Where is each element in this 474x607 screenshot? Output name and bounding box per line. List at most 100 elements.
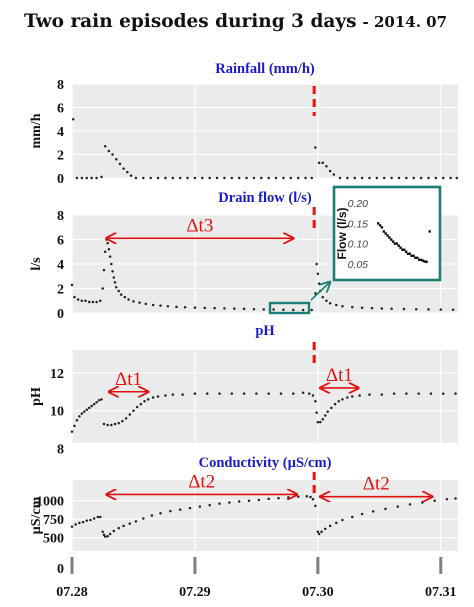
data-point [198, 505, 202, 508]
data-point [223, 307, 226, 310]
inset-data-point [410, 254, 413, 257]
data-point [351, 395, 354, 398]
inset-data-point [414, 256, 417, 260]
inset-y-tick-label: 0.15 [348, 218, 369, 230]
data-point [252, 307, 256, 311]
data-point [390, 307, 393, 310]
data-point [441, 392, 445, 395]
data-point [150, 514, 154, 517]
x-tick-label: 07.30 [302, 585, 334, 600]
inset-data-point [406, 252, 410, 255]
data-point [171, 176, 175, 180]
data-point [454, 497, 457, 500]
data-point [119, 293, 123, 296]
y-tick-label: 750 [43, 513, 64, 528]
svg-text:Two rain episodes during 3 day: Two rain episodes during 3 days - 2014. 0… [24, 11, 447, 32]
data-point [107, 248, 111, 251]
inset-frame [332, 185, 442, 282]
data-point [328, 301, 332, 305]
data-point [117, 526, 120, 530]
y-tick-label: 500 [43, 532, 64, 547]
inset-data-point [386, 234, 389, 237]
data-point [455, 176, 459, 180]
data-point [75, 176, 79, 180]
data-point [325, 299, 328, 302]
data-point [215, 176, 219, 180]
data-point [427, 176, 430, 180]
data-point [107, 149, 111, 153]
inset-data-point [399, 246, 402, 249]
data-point [102, 533, 106, 536]
data-point [370, 306, 374, 310]
data-point [309, 495, 312, 499]
data-point [282, 308, 285, 311]
inset-data-point [380, 226, 384, 229]
inset-data-point [390, 238, 393, 241]
data-point [341, 305, 344, 308]
data-point [201, 176, 204, 180]
data-point [323, 527, 327, 531]
data-point [279, 392, 283, 395]
data-point [380, 307, 384, 310]
inset-data-point [428, 230, 431, 233]
data-point [412, 176, 415, 180]
data-point [255, 392, 258, 395]
data-point [103, 535, 107, 538]
data-point [445, 497, 449, 501]
data-point [262, 308, 266, 311]
data-point [122, 524, 125, 528]
data-point [237, 176, 241, 180]
data-point [360, 306, 364, 309]
data-point [213, 306, 216, 310]
delta-t-label: Δt2 [188, 471, 215, 492]
data-point [346, 176, 349, 180]
data-point [188, 506, 192, 510]
data-point [87, 406, 91, 410]
inset-data-point [425, 260, 428, 264]
x-axis: 07.28 07.29 07.30 07.31 0 [56, 557, 457, 600]
data-point [151, 396, 155, 399]
data-point [301, 308, 305, 312]
data-point [390, 176, 393, 180]
x-tick-mark [70, 557, 74, 574]
data-point [81, 520, 85, 524]
data-point [175, 305, 178, 309]
data-point [449, 176, 452, 180]
data-point [70, 283, 74, 287]
data-point [122, 167, 125, 170]
data-point [337, 399, 341, 403]
data-point [101, 530, 104, 534]
data-point [360, 512, 364, 516]
data-point [159, 304, 162, 307]
data-point [392, 392, 396, 395]
x-tick-label: 07.29 [179, 585, 211, 600]
data-point [296, 176, 300, 180]
data-point [260, 176, 263, 180]
inset-data-point [416, 256, 419, 260]
x-tick-mark [316, 557, 320, 574]
data-point [408, 503, 412, 506]
data-point [267, 497, 270, 501]
data-point [70, 430, 74, 433]
data-point [245, 176, 248, 180]
y-tick-label: 2 [57, 283, 64, 298]
data-point [193, 306, 197, 309]
data-point [80, 299, 84, 302]
delta-t-label: Δt3 [186, 215, 213, 236]
data-point [328, 524, 332, 528]
y-tick-label: 8 [57, 78, 64, 93]
data-point [316, 272, 320, 276]
data-point [233, 307, 236, 310]
data-point [96, 515, 100, 519]
data-point [178, 176, 182, 180]
y-axis-label: µS/cm [29, 496, 44, 534]
delta-t-label: Δt1 [115, 369, 142, 390]
data-point [74, 523, 77, 526]
data-point [311, 394, 315, 397]
data-point [274, 176, 278, 180]
inset-data-point [391, 240, 395, 243]
x-tick-label: 07.28 [56, 585, 88, 600]
